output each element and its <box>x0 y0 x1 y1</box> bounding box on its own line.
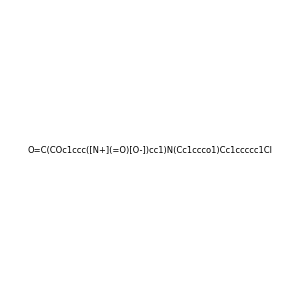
Text: O=C(COc1ccc([N+](=O)[O-])cc1)N(Cc1ccco1)Cc1ccccc1Cl: O=C(COc1ccc([N+](=O)[O-])cc1)N(Cc1ccco1)… <box>28 146 272 154</box>
